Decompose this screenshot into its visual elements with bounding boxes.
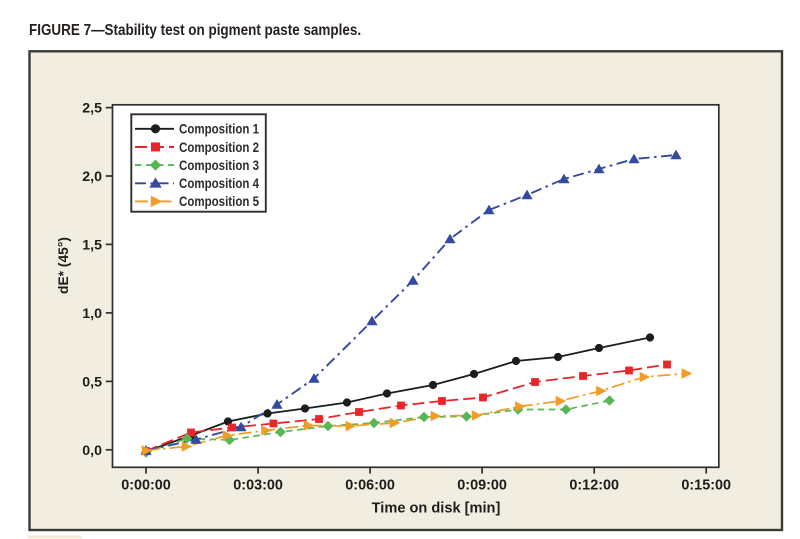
svg-text:0:15:00: 0:15:00: [681, 478, 731, 494]
svg-text:2,0: 2,0: [82, 169, 102, 185]
svg-text:1,0: 1,0: [82, 306, 102, 322]
svg-text:Composition 4: Composition 4: [179, 176, 259, 191]
svg-text:Composition 1: Composition 1: [179, 122, 259, 137]
svg-text:0:03:00: 0:03:00: [233, 478, 283, 494]
svg-text:1,5: 1,5: [82, 238, 102, 254]
svg-text:0:09:00: 0:09:00: [457, 478, 507, 494]
svg-text:Composition 5: Composition 5: [179, 194, 259, 209]
svg-text:2,5: 2,5: [82, 101, 102, 117]
svg-text:dE* (45°): dE* (45°): [56, 237, 71, 294]
svg-text:0:12:00: 0:12:00: [569, 478, 619, 494]
svg-text:0:06:00: 0:06:00: [345, 478, 395, 494]
svg-text:Time on disk [min]: Time on disk [min]: [372, 501, 501, 517]
svg-text:0,5: 0,5: [82, 375, 102, 391]
svg-text:Composition 3: Composition 3: [179, 158, 259, 173]
svg-text:Composition 2: Composition 2: [179, 140, 259, 155]
svg-text:0,0: 0,0: [82, 443, 102, 459]
svg-text:0:00:00: 0:00:00: [121, 478, 171, 494]
